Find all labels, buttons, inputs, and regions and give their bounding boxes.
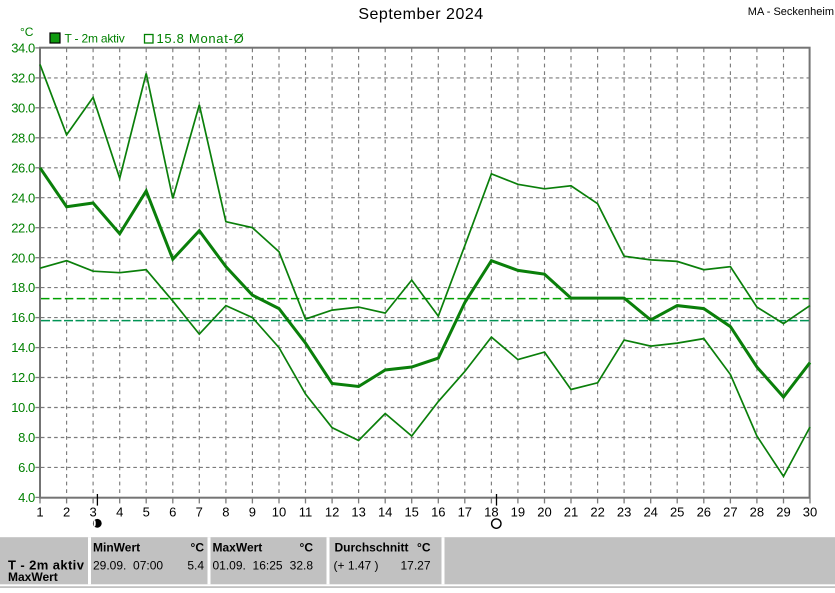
svg-text:27: 27 — [723, 504, 737, 519]
svg-text:20.0: 20.0 — [11, 250, 35, 265]
svg-text:4: 4 — [116, 504, 123, 519]
svg-text:(+ 1.47 ): (+ 1.47 ) — [334, 559, 379, 573]
svg-text:12: 12 — [325, 504, 339, 519]
svg-text:MA - Seckenheim: MA - Seckenheim — [748, 6, 834, 18]
svg-text:6.0: 6.0 — [18, 460, 35, 475]
svg-text:14.0: 14.0 — [11, 340, 35, 355]
svg-text:32.0: 32.0 — [11, 71, 35, 86]
svg-text:10.0: 10.0 — [11, 400, 35, 415]
svg-text:29: 29 — [776, 504, 790, 519]
svg-text:18.0: 18.0 — [11, 280, 35, 295]
svg-text:32.8: 32.8 — [290, 559, 314, 573]
svg-text:19: 19 — [511, 504, 525, 519]
svg-text:4.0: 4.0 — [18, 490, 35, 505]
svg-text:MaxWert: MaxWert — [8, 570, 58, 584]
svg-text:15.8 Monat-Ø: 15.8 Monat-Ø — [157, 31, 245, 46]
svg-text:16.0: 16.0 — [11, 310, 35, 325]
svg-text:5.4: 5.4 — [187, 559, 204, 573]
svg-text:Durchschnitt: Durchschnitt — [335, 541, 409, 555]
svg-text:15: 15 — [404, 504, 418, 519]
svg-text:5: 5 — [143, 504, 150, 519]
svg-text:10: 10 — [272, 504, 286, 519]
svg-text:28: 28 — [750, 504, 764, 519]
svg-text:20: 20 — [537, 504, 551, 519]
svg-text:21: 21 — [564, 504, 578, 519]
svg-text:26: 26 — [697, 504, 711, 519]
svg-text:22.0: 22.0 — [11, 220, 35, 235]
svg-text:24: 24 — [643, 504, 657, 519]
svg-text:7: 7 — [196, 504, 203, 519]
svg-text:29.09. 07:00: 29.09. 07:00 — [93, 559, 163, 573]
svg-text:11: 11 — [299, 504, 313, 519]
svg-text:6: 6 — [169, 504, 176, 519]
svg-text:30.0: 30.0 — [11, 100, 35, 115]
svg-text:2: 2 — [63, 504, 70, 519]
svg-text:22: 22 — [590, 504, 604, 519]
svg-text:17.27: 17.27 — [400, 559, 430, 573]
svg-text:17: 17 — [458, 504, 472, 519]
svg-text:°C: °C — [417, 541, 431, 555]
svg-text:24.0: 24.0 — [11, 190, 35, 205]
svg-text:9: 9 — [249, 504, 256, 519]
svg-text:28.0: 28.0 — [11, 130, 35, 145]
svg-text:T - 2m aktiv: T - 2m aktiv — [8, 558, 85, 573]
svg-text:MinWert: MinWert — [93, 541, 140, 555]
svg-text:01.09. 16:25: 01.09. 16:25 — [213, 559, 283, 573]
svg-text:25: 25 — [670, 504, 684, 519]
svg-text:°C: °C — [300, 541, 314, 555]
svg-text:14: 14 — [378, 504, 392, 519]
svg-text:1: 1 — [36, 504, 43, 519]
svg-text:3: 3 — [89, 504, 96, 519]
svg-text:18: 18 — [484, 504, 498, 519]
svg-text:8: 8 — [222, 504, 229, 519]
svg-text:26.0: 26.0 — [11, 160, 35, 175]
svg-text:8.0: 8.0 — [18, 430, 35, 445]
svg-text:13: 13 — [351, 504, 365, 519]
svg-text:September 2024: September 2024 — [358, 6, 483, 23]
svg-text:T - 2m aktiv: T - 2m aktiv — [65, 32, 125, 46]
svg-text:30: 30 — [803, 504, 817, 519]
svg-text:12.0: 12.0 — [11, 370, 35, 385]
svg-text:°C: °C — [191, 541, 205, 555]
svg-text:MaxWert: MaxWert — [213, 541, 263, 555]
svg-text:°C: °C — [20, 25, 34, 39]
svg-text:23: 23 — [617, 504, 631, 519]
svg-text:34.0: 34.0 — [11, 41, 35, 56]
svg-text:16: 16 — [431, 504, 445, 519]
